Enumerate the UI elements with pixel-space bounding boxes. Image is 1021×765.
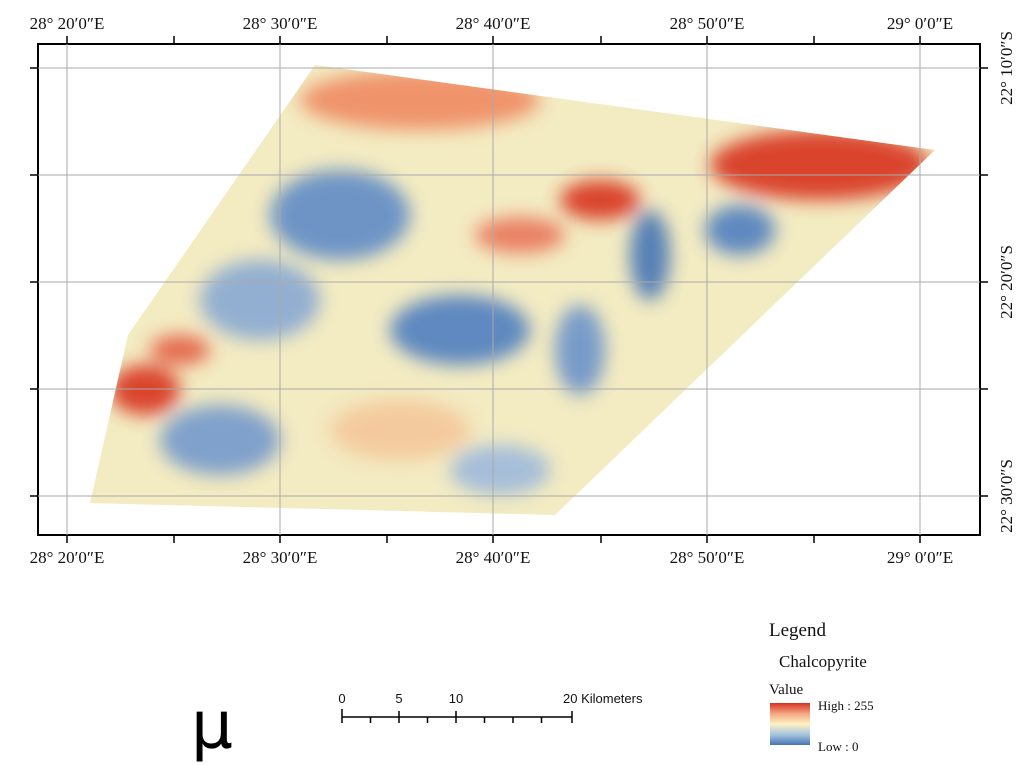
bottom-label: 29° 0′0″E (887, 548, 953, 567)
top-label: 28° 20′0″E (30, 14, 105, 33)
scale-bar: 0 5 10 20 Kilometers (338, 691, 643, 723)
bottom-label: 28° 20′0″E (30, 548, 105, 567)
bottom-label: 28° 40′0″E (456, 548, 531, 567)
map-frame (37, 43, 981, 536)
top-label: 28° 30′0″E (243, 14, 318, 33)
legend-low: Low : 0 (818, 739, 858, 754)
right-label: 22° 30′0″S (997, 459, 1016, 533)
right-label: 22° 20′0″S (997, 245, 1016, 319)
legend-title: Legend (769, 620, 826, 641)
top-label: 28° 40′0″E (456, 14, 531, 33)
graticule (30, 36, 988, 543)
legend-ramp (770, 703, 810, 745)
top-label: 29° 0′0″E (887, 14, 953, 33)
legend-layer: Chalcopyrite (779, 652, 867, 671)
raster (90, 65, 935, 515)
legend-high: High : 255 (818, 698, 874, 713)
legend: Legend Chalcopyrite Value High : 255 Low… (769, 620, 874, 754)
scale-label: 10 (449, 691, 463, 706)
right-label: 22° 10′0″S (997, 31, 1016, 105)
scale-label: 5 (395, 691, 402, 706)
scale-label: 20 Kilometers (563, 691, 643, 706)
top-label: 28° 50′0″E (670, 14, 745, 33)
bottom-label: 28° 50′0″E (670, 548, 745, 567)
legend-field: Value (769, 682, 803, 698)
bottom-label: 28° 30′0″E (243, 548, 318, 567)
scale-label: 0 (338, 691, 345, 706)
north-arrow: µ (191, 687, 233, 764)
